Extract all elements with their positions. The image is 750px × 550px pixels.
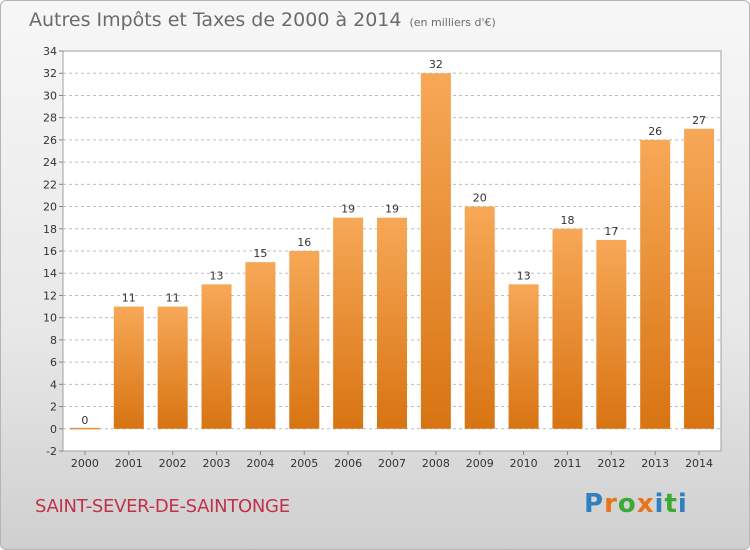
value-label-2005: 16 [297,236,311,249]
bar-2006 [333,217,364,429]
x-tick-label-2010: 2010 [510,457,538,470]
value-label-2003: 13 [210,269,224,282]
bar-2001 [113,306,144,429]
x-tick-label-2012: 2012 [597,457,625,470]
bar-2000 [69,427,100,430]
value-label-2009: 20 [473,192,487,205]
y-tick-label: 34 [43,45,57,58]
logo-letter: i [677,489,688,519]
x-tick-label-2011: 2011 [553,457,581,470]
x-tick-label-2007: 2007 [378,457,406,470]
bar-2003 [201,284,232,429]
value-label-2012: 17 [604,225,618,238]
value-label-2011: 18 [560,214,574,227]
title-line: Autres Impôts et Taxes de 2000 à 2014 (en… [29,9,496,31]
logo-letter: x [636,489,655,519]
bar-2004 [245,262,276,429]
bar-2014 [684,128,715,429]
x-tick-label-2009: 2009 [466,457,494,470]
value-label-2007: 19 [385,203,399,216]
y-tick-label: 30 [43,89,57,102]
value-label-2001: 11 [122,292,136,305]
value-label-2000: 0 [81,414,88,427]
value-label-2002: 11 [166,292,180,305]
bar-2012 [596,239,627,429]
y-tick-label: 14 [43,267,57,280]
logo-letter: i [654,489,665,519]
bar-2007 [377,217,407,429]
y-tick-label: 10 [43,312,57,325]
y-tick-label: 22 [43,178,57,191]
x-tick-label-2005: 2005 [290,457,318,470]
x-tick-label-2000: 2000 [71,457,99,470]
x-tick-label-2001: 2001 [115,457,143,470]
bar-2010 [508,284,539,429]
x-tick-label-2013: 2013 [641,457,669,470]
x-tick-label-2002: 2002 [159,457,187,470]
logo-letter: t [664,489,678,519]
logo-letter: P [584,489,605,519]
value-label-2014: 27 [692,114,706,127]
x-tick-label-2014: 2014 [685,457,713,470]
y-tick-label: 16 [43,245,57,258]
y-tick-label: 0 [50,423,57,436]
chart-title: Autres Impôts et Taxes de 2000 à 2014 [29,9,402,31]
y-tick-label: 4 [50,378,57,391]
proxiti-logo: Proxiti [584,489,688,519]
chart-subtitle: (en milliers d'€) [409,16,496,29]
value-label-2008: 32 [429,58,443,71]
y-tick-label: 20 [43,201,57,214]
y-tick-label: 2 [50,401,57,414]
x-tick-label-2003: 2003 [203,457,231,470]
x-tick-label-2008: 2008 [422,457,450,470]
bar-2013 [640,139,671,429]
logo-letter: o [617,489,637,519]
x-tick-label-2006: 2006 [334,457,362,470]
y-tick-label: 24 [43,156,57,169]
commune-name: SAINT-SEVER-DE-SAINTONGE [35,496,290,517]
y-tick-label: 26 [43,134,57,147]
y-tick-label: 12 [43,289,57,302]
bar-2005 [289,251,320,429]
y-tick-label: 6 [50,356,57,369]
y-tick-label: 32 [43,67,57,80]
logo-letter: r [604,489,618,519]
bar-2008 [420,73,451,429]
y-tick-label: 18 [43,223,57,236]
bar-2002 [157,306,188,429]
x-tick-label-2004: 2004 [246,457,274,470]
bar-2009 [464,206,495,429]
value-label-2004: 15 [253,247,267,260]
bar-2011 [552,228,583,429]
value-label-2013: 26 [648,125,662,138]
y-tick-label: 28 [43,112,57,125]
y-tick-label: -2 [46,445,57,458]
value-label-2006: 19 [341,203,355,216]
value-label-2010: 13 [517,269,531,282]
y-tick-label: 8 [50,334,57,347]
